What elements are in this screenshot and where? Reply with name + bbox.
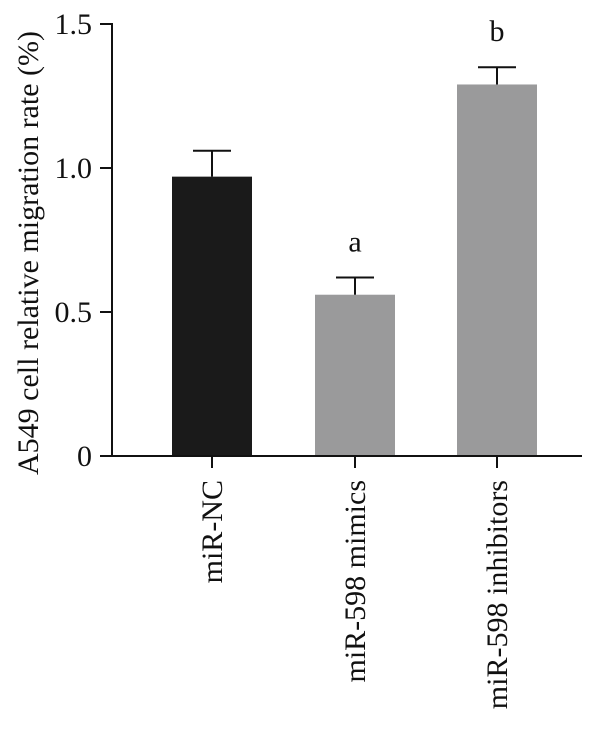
x-tick-label-3: miR-598 inhibitors bbox=[481, 480, 514, 709]
bar-3 bbox=[457, 84, 537, 456]
y-tick-label-2: 1.0 bbox=[55, 152, 93, 185]
bar-1 bbox=[172, 176, 252, 456]
significance-layer: ab bbox=[348, 15, 504, 258]
significance-label-2: a bbox=[348, 225, 361, 258]
error-bars-layer bbox=[193, 66, 516, 295]
x-axis: miR-NC miR-598 mimics miR-598 inhibitors bbox=[111, 455, 582, 709]
x-tick-label-1: miR-NC bbox=[196, 480, 229, 583]
x-tick-label-2: miR-598 mimics bbox=[339, 480, 372, 683]
significance-label-3: b bbox=[490, 15, 505, 48]
y-axis-label: A549 cell relative migration rate (%) bbox=[12, 31, 45, 475]
y-tick-label-0: 0 bbox=[77, 440, 92, 473]
bar-2 bbox=[315, 294, 395, 456]
y-tick-label-1: 0.5 bbox=[55, 296, 93, 329]
y-axis: 0 0.5 1.0 1.5 bbox=[55, 8, 113, 473]
bars-layer bbox=[172, 84, 537, 456]
y-tick-label-3: 1.5 bbox=[55, 8, 93, 41]
